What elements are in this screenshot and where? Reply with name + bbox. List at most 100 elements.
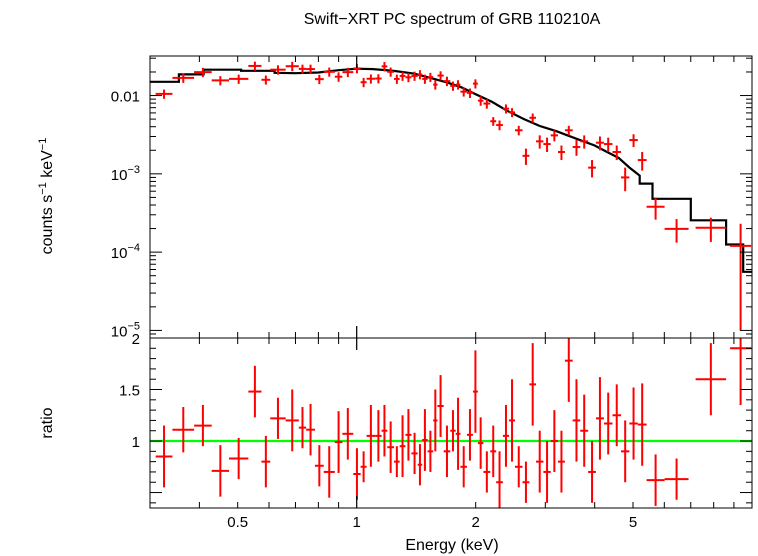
model-line <box>150 67 752 273</box>
spectrum-data-point <box>399 71 406 81</box>
ratio-data-point <box>477 417 484 469</box>
spectrum-data-point <box>558 145 565 161</box>
spectrum-data-point <box>342 67 354 78</box>
spectrum-data-point <box>515 125 523 136</box>
spectrum-data-point <box>433 80 438 90</box>
spectrum-data-point <box>509 108 516 118</box>
ratio-data-point <box>646 454 665 506</box>
spectrum-data-point <box>466 88 473 99</box>
ratio-data-point <box>455 397 461 470</box>
spectrum-data-point <box>543 137 551 153</box>
x-tick-label: 5 <box>629 514 637 531</box>
spectrum-data-point <box>664 219 689 243</box>
ratio-data-point <box>298 407 307 449</box>
chart-title: Swift−XRT PC spectrum of GRB 110210A <box>304 11 601 28</box>
ratio-data-point <box>399 415 406 478</box>
spectrum-data-point <box>394 74 400 84</box>
spectrum-data-point <box>261 75 271 85</box>
spectrum-data-point <box>405 73 412 83</box>
spectrum-data-point <box>437 71 444 81</box>
x-tick-label: 2 <box>472 514 480 531</box>
spectrum-data-point <box>603 137 613 153</box>
spectrum-data-point <box>381 62 388 72</box>
ratio-data-point <box>261 435 271 488</box>
spectrum-data-point <box>155 89 173 99</box>
ratio-data-point <box>450 410 456 452</box>
spectrum-data-point <box>285 61 299 72</box>
ratio-data-point <box>334 411 343 473</box>
spectrum-data-point <box>172 73 195 83</box>
spectrum-y-tick-label: 10−4 <box>111 242 140 262</box>
spectrum-data-point <box>360 77 367 88</box>
ratio-data-point <box>433 389 438 452</box>
ratio-data-point <box>306 403 315 456</box>
ratio-data-point <box>515 446 523 488</box>
ratio-data-point <box>629 387 638 460</box>
ratio-data-point <box>172 407 195 453</box>
x-tick-label: 1 <box>353 514 361 531</box>
ratio-data-point <box>285 389 299 452</box>
spectrum-model-curve <box>150 67 752 273</box>
spectrum-data-point <box>298 64 307 74</box>
ratio-data-point <box>664 458 689 500</box>
spectrum-data-point <box>422 74 428 84</box>
ratio-data-point <box>595 377 604 460</box>
ratio-y-tick-label: 1.5 <box>119 383 140 400</box>
spectrum-data-point <box>306 64 315 75</box>
ratio-data-point <box>572 379 581 462</box>
spectrum-data-point <box>588 160 596 178</box>
ratio-data-point <box>483 451 491 493</box>
spectrum-data-point <box>411 71 418 81</box>
ratio-data-point <box>229 437 249 480</box>
spectrum-data-point <box>646 197 665 220</box>
spectrum-data-point <box>472 79 478 89</box>
spectrum-data-point <box>211 76 230 86</box>
spectrum-data-point <box>695 217 727 242</box>
ratio-data-point <box>621 420 630 483</box>
spectrum-data-point <box>366 74 376 84</box>
spectrum-data-point <box>730 223 752 331</box>
ratio-data-points <box>155 338 752 508</box>
ratio-y-tick-label: 2 <box>132 331 140 348</box>
ratio-data-point <box>603 392 613 455</box>
spectrum-data-point <box>483 99 491 109</box>
spectrum-data-point <box>375 74 382 84</box>
spectrum-data-point <box>387 67 395 77</box>
ratio-data-point <box>558 430 565 493</box>
ratio-y-axis-label: ratio <box>39 407 56 438</box>
spectrum-data-points <box>155 61 752 331</box>
ratio-data-point <box>270 397 286 439</box>
spectrum-data-point <box>490 117 497 126</box>
ratio-data-point <box>536 430 544 493</box>
ratio-data-point <box>580 394 589 467</box>
ratio-data-point <box>248 365 262 418</box>
ratio-data-point <box>387 421 395 473</box>
spectrum-data-point <box>460 87 467 97</box>
ratio-data-point <box>588 441 596 503</box>
ratio-data-point <box>342 408 354 460</box>
spectrum-data-point <box>477 96 484 106</box>
ratio-data-point <box>543 441 551 503</box>
spectrum-data-point <box>323 67 335 77</box>
ratio-data-point <box>443 425 451 478</box>
spectrum-data-point <box>612 145 622 161</box>
spectrum-data-point <box>621 167 630 192</box>
ratio-data-point <box>353 448 361 500</box>
ratio-data-point <box>502 404 510 467</box>
spectrum-data-point <box>314 74 324 85</box>
x-axis: 0.5 1 2 5 <box>149 56 753 531</box>
spectrum-data-point <box>595 136 604 151</box>
ratio-data-point <box>612 384 622 447</box>
spectrum-data-point <box>248 61 262 71</box>
ratio-data-point <box>422 409 428 471</box>
ratio-data-point <box>314 445 324 487</box>
spectrum-data-point <box>502 104 510 114</box>
ratio-data-point <box>360 451 367 483</box>
ratio-data-point <box>460 446 467 488</box>
spectrum-panel-frame <box>149 55 753 339</box>
ratio-data-point <box>417 444 423 486</box>
ratio-data-point <box>522 461 530 503</box>
spectrum-data-point <box>270 65 286 75</box>
